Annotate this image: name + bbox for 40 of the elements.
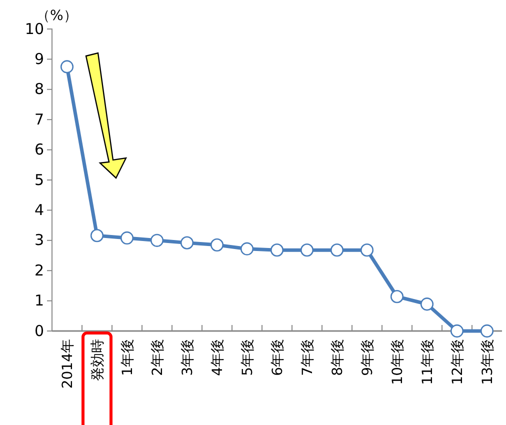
y-tick-label: 4 <box>34 201 44 219</box>
x-tick-label: 2年後 <box>150 339 166 376</box>
point <box>180 236 194 250</box>
x-tick-label: 8年後 <box>330 339 346 376</box>
point <box>60 60 74 74</box>
point <box>150 234 164 247</box>
x-tick-label: 11年後 <box>420 339 436 385</box>
x-tick-label: 1年後 <box>120 339 136 376</box>
y-tick-label: 0 <box>34 322 44 340</box>
point <box>420 298 434 311</box>
x-tick-label: 7年後 <box>300 339 316 376</box>
x-tick-label: 9年後 <box>360 339 376 376</box>
point <box>240 242 254 256</box>
x-tick-label: 発効時 <box>90 339 106 381</box>
y-tick-label: 1 <box>34 292 44 310</box>
point <box>450 324 464 338</box>
point <box>90 229 104 242</box>
point <box>300 244 314 257</box>
x-tick-label: 6年後 <box>270 339 286 376</box>
x-tick-label: 10年後 <box>390 339 406 385</box>
x-tick-label: 3年後 <box>180 339 196 376</box>
y-tick-label: 6 <box>34 140 44 159</box>
y-tick-label: 3 <box>34 231 44 250</box>
point <box>120 231 134 245</box>
point <box>210 238 224 252</box>
x-tick-label: 12年後 <box>450 339 466 385</box>
point <box>330 244 344 257</box>
point <box>360 244 374 257</box>
y-tick-label: 7 <box>34 110 44 128</box>
point <box>480 324 494 338</box>
y-tick-label: 5 <box>34 170 44 189</box>
y-tick-label: 8 <box>34 80 44 98</box>
point <box>390 290 404 304</box>
y-tick-label: 2 <box>34 261 44 280</box>
point <box>270 244 284 257</box>
x-tick-label: 13年後 <box>480 339 496 385</box>
y-tick-label: 9 <box>34 50 44 68</box>
x-tick-label: 5年後 <box>240 339 256 376</box>
x-tick-label: 4年後 <box>210 339 226 376</box>
x-tick-label: 2014年 <box>60 339 76 389</box>
